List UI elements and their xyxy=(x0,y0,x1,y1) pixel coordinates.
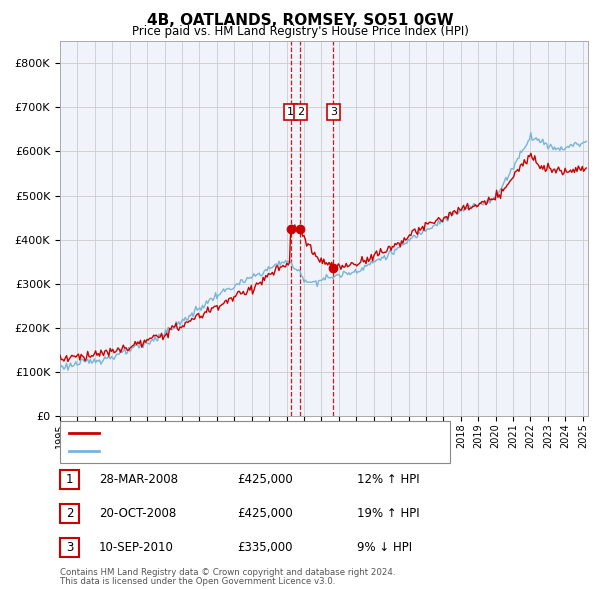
Text: 12% ↑ HPI: 12% ↑ HPI xyxy=(357,473,419,486)
Text: Price paid vs. HM Land Registry's House Price Index (HPI): Price paid vs. HM Land Registry's House … xyxy=(131,25,469,38)
Text: 4B, OATLANDS, ROMSEY, SO51 0GW: 4B, OATLANDS, ROMSEY, SO51 0GW xyxy=(146,13,454,28)
Text: 20-OCT-2008: 20-OCT-2008 xyxy=(99,507,176,520)
Text: Contains HM Land Registry data © Crown copyright and database right 2024.: Contains HM Land Registry data © Crown c… xyxy=(60,568,395,577)
Text: 28-MAR-2008: 28-MAR-2008 xyxy=(99,473,178,486)
Text: 1: 1 xyxy=(66,473,73,486)
Text: 3: 3 xyxy=(330,107,337,117)
Text: 2: 2 xyxy=(297,107,304,117)
Text: £425,000: £425,000 xyxy=(237,507,293,520)
Text: 2: 2 xyxy=(66,507,73,520)
Text: 1: 1 xyxy=(287,107,294,117)
Text: 3: 3 xyxy=(66,541,73,554)
Text: 10-SEP-2010: 10-SEP-2010 xyxy=(99,541,174,554)
Text: 4B, OATLANDS, ROMSEY, SO51 0GW (detached house): 4B, OATLANDS, ROMSEY, SO51 0GW (detached… xyxy=(105,428,404,438)
Text: £335,000: £335,000 xyxy=(237,541,293,554)
Text: HPI: Average price, detached house, Test Valley: HPI: Average price, detached house, Test… xyxy=(105,446,365,456)
Text: 9% ↓ HPI: 9% ↓ HPI xyxy=(357,541,412,554)
Text: This data is licensed under the Open Government Licence v3.0.: This data is licensed under the Open Gov… xyxy=(60,578,335,586)
Text: £425,000: £425,000 xyxy=(237,473,293,486)
Text: 19% ↑ HPI: 19% ↑ HPI xyxy=(357,507,419,520)
